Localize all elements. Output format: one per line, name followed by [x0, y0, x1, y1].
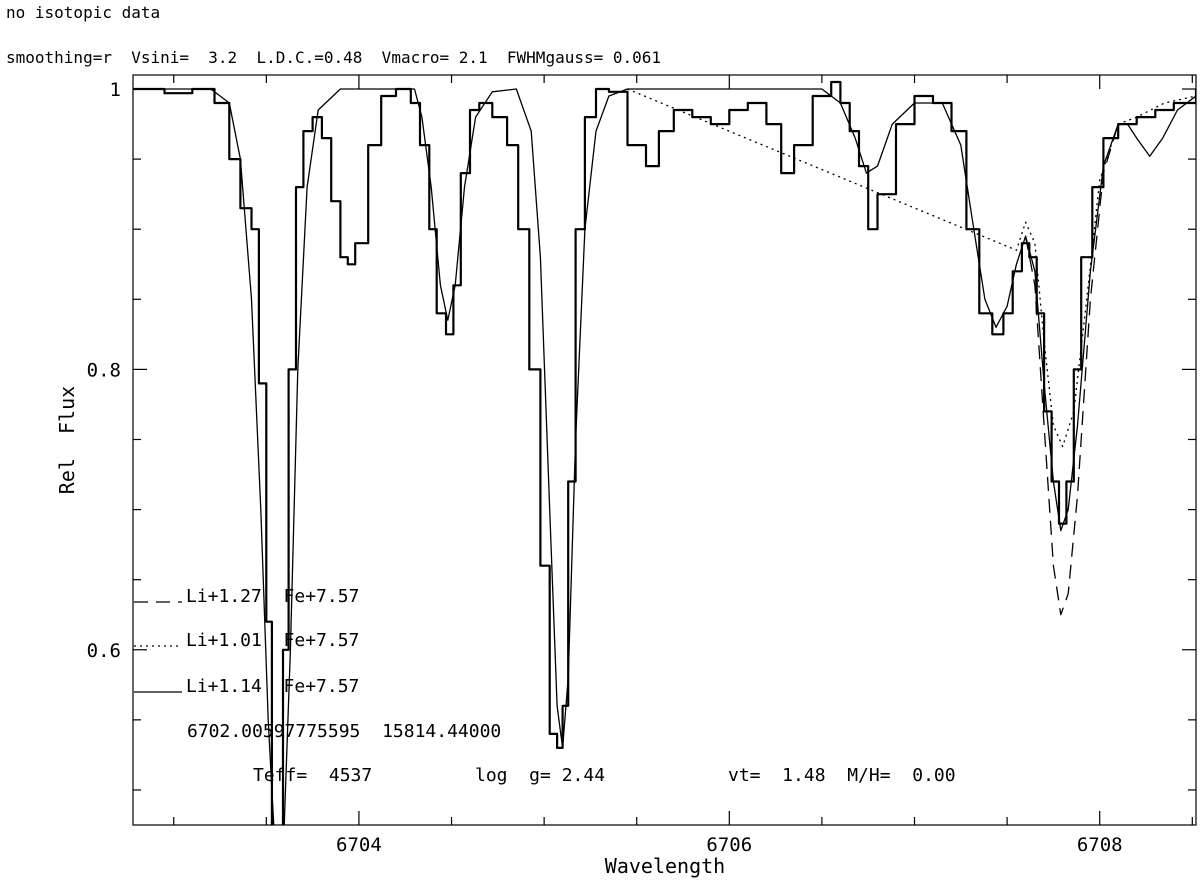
y-axis-label: Rel Flux	[55, 386, 79, 494]
axes: 6704 6706 6708 0.6 0.8 1	[87, 74, 1197, 856]
x-axis-label: Wavelength	[605, 854, 725, 878]
annotation-vt-mh: vt= 1.48 M/H= 0.00	[728, 765, 956, 786]
annotation-logg: log g= 2.44	[475, 765, 605, 786]
legend-label: Li+1.27 Fe+7.57	[186, 586, 359, 607]
x-tick-label: 6704	[336, 834, 382, 856]
synthetic-spectrum-dashed	[1024, 123, 1119, 616]
series-layer	[133, 80, 1196, 825]
annotation-star-info: 6702.00597775595 15814.44000	[187, 721, 501, 742]
y-tick-label: 0.8	[87, 359, 121, 381]
plot-frame	[132, 74, 1197, 826]
annotations: 6702.00597775595 15814.44000 Teff= 4537 lo…	[187, 721, 956, 786]
legend-label: Li+1.01 Fe+7.57	[186, 630, 359, 651]
x-tick-label: 6708	[1077, 834, 1123, 856]
y-tick-label: 1	[110, 79, 121, 101]
synthetic-spectrum-dotted	[627, 88, 1196, 448]
legend: Li+1.27 Fe+7.57 Li+1.01 Fe+7.57 Li+1.14 Fe…	[134, 586, 359, 697]
legend-label: Li+1.14 Fe+7.57	[186, 676, 359, 697]
header-smoothing-params: smoothing=r Vsini= 3.2 L.D.C.=0.48 Vmacr…	[6, 48, 662, 67]
x-tick-label: 6706	[706, 834, 752, 856]
annotation-teff: Teff= 4537	[253, 765, 372, 786]
synthetic-spectrum-solid	[133, 88, 1196, 825]
observed-spectrum-line	[133, 80, 1196, 825]
header-isotopic-note: no isotopic data	[6, 3, 161, 22]
y-tick-label: 0.6	[87, 640, 121, 662]
